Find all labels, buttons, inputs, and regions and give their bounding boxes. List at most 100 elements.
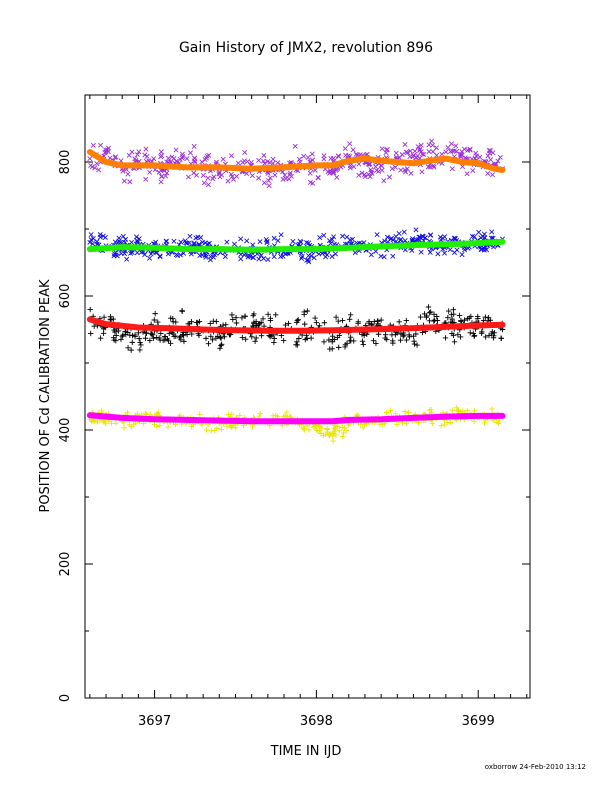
- x-tick-label: 3698: [300, 714, 333, 729]
- data-point: [173, 158, 179, 164]
- data-point: [434, 313, 440, 320]
- data-point: [405, 150, 411, 156]
- data-point: [482, 334, 489, 340]
- data-point: [127, 179, 133, 185]
- data-point: [172, 421, 179, 428]
- data-point: [378, 317, 384, 323]
- data-point: [138, 249, 144, 255]
- data-point: [154, 334, 160, 341]
- data-point: [497, 154, 503, 160]
- data-point: [147, 255, 153, 261]
- data-point: [486, 147, 492, 153]
- data-point: [359, 338, 366, 344]
- data-point: [347, 312, 354, 318]
- data-point: [286, 176, 292, 182]
- data-point: [452, 235, 458, 241]
- data-point: [218, 342, 224, 349]
- data-point: [188, 251, 194, 257]
- data-point: [340, 430, 347, 436]
- data-point: [258, 333, 265, 339]
- data-point: [203, 254, 209, 260]
- data-point: [428, 232, 434, 238]
- data-point: [393, 233, 399, 239]
- data-point: [469, 233, 475, 239]
- data-point: [447, 419, 453, 426]
- data-point: [239, 334, 246, 341]
- series-3: [87, 404, 506, 444]
- data-point: [102, 420, 109, 427]
- data-point: [302, 321, 308, 327]
- data-point: [265, 170, 271, 176]
- data-point: [487, 317, 494, 323]
- data-point: [242, 336, 249, 342]
- plot-area: 3697 3698 3699 0 200 400 600 800: [58, 94, 531, 729]
- data-point: [456, 312, 463, 319]
- data-point: [270, 413, 276, 419]
- data-point: [132, 333, 138, 340]
- y-tick-label: 400: [58, 418, 73, 443]
- data-point: [493, 161, 499, 167]
- data-point: [360, 425, 366, 431]
- data-point: [442, 335, 449, 341]
- data-point: [136, 335, 142, 342]
- data-point: [230, 316, 236, 323]
- data-point: [425, 304, 432, 310]
- data-point: [88, 330, 94, 337]
- data-point: [458, 153, 464, 159]
- data-point: [403, 337, 410, 343]
- data-point: [113, 332, 119, 339]
- data-point: [344, 234, 350, 240]
- data-point: [196, 241, 202, 247]
- data-point: [402, 408, 408, 415]
- data-point: [455, 407, 462, 414]
- data-point: [410, 152, 417, 158]
- data-point: [441, 422, 448, 428]
- data-point: [459, 252, 465, 258]
- data-point: [350, 147, 356, 153]
- data-point: [334, 174, 340, 180]
- data-point: [173, 333, 179, 339]
- data-point: [179, 155, 185, 161]
- data-point: [297, 238, 303, 244]
- data-point: [136, 149, 142, 155]
- data-point: [218, 426, 225, 433]
- data-point: [100, 326, 107, 332]
- data-point: [349, 236, 355, 242]
- data-point: [485, 170, 491, 177]
- data-point: [260, 316, 266, 322]
- data-point: [217, 345, 223, 352]
- data-point: [317, 423, 323, 430]
- data-point: [272, 172, 278, 178]
- data-point: [294, 319, 300, 326]
- data-point: [121, 178, 127, 184]
- data-point: [112, 239, 118, 245]
- data-point: [402, 141, 408, 147]
- data-point: [271, 254, 277, 260]
- data-point: [381, 178, 387, 184]
- data-point: [429, 420, 436, 427]
- data-point: [251, 311, 257, 317]
- data-point: [417, 148, 423, 154]
- data-point: [233, 320, 240, 326]
- data-point: [143, 146, 149, 152]
- data-point: [94, 239, 100, 245]
- data-point: [200, 172, 206, 178]
- data-point: [412, 148, 418, 154]
- data-point: [133, 234, 140, 240]
- data-point: [265, 257, 271, 263]
- data-point: [315, 174, 321, 180]
- data-point: [430, 142, 436, 148]
- data-point: [125, 171, 131, 177]
- data-point: [284, 409, 290, 415]
- data-point: [431, 164, 437, 170]
- data-point: [342, 145, 348, 151]
- data-point: [423, 314, 430, 320]
- data-point: [97, 232, 103, 238]
- data-point: [383, 409, 390, 416]
- data-point: [430, 163, 437, 169]
- data-point: [100, 233, 106, 239]
- data-point: [121, 425, 127, 431]
- data-point: [449, 166, 455, 172]
- data-point: [296, 156, 302, 162]
- data-point: [120, 332, 126, 338]
